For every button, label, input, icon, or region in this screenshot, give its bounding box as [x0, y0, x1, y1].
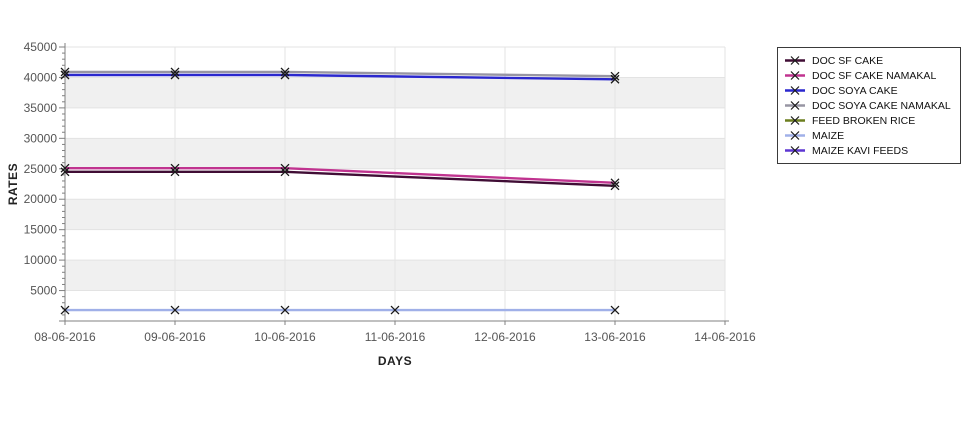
chart-legend: DOC SF CAKE DOC SF CAKE NAMAKAL DOC SOYA C…	[777, 47, 961, 164]
y-tick-label: 45000	[24, 40, 58, 54]
legend-line-marker-icon	[785, 56, 805, 65]
data-point-marker-doc-sf-cake-namakal	[170, 163, 180, 173]
legend-line-marker-icon	[785, 131, 805, 140]
x-tick-label: 12-06-2016	[474, 330, 536, 344]
legend-item-label: MAIZE	[812, 129, 845, 142]
legend-item-label: DOC SF CAKE	[812, 54, 884, 67]
legend-item-label: DOC SOYA CAKE NAMAKAL	[812, 99, 951, 112]
x-tick-label: 10-06-2016	[254, 330, 316, 344]
x-tick-label: 09-06-2016	[144, 330, 206, 344]
data-point-marker-doc-soya-cake	[170, 70, 180, 80]
legend-item-doc-sf-cake: DOC SF CAKE	[784, 53, 951, 68]
series-line-doc-soya-cake-namakal	[65, 70, 616, 78]
x-axis-title: DAYS	[377, 354, 413, 368]
data-point-marker-maize	[170, 305, 180, 315]
data-point-marker-doc-sf-cake	[60, 167, 70, 177]
data-point-marker-maize	[60, 305, 70, 315]
series-line-doc-soya-cake	[65, 73, 616, 81]
legend-item-label: DOC SOYA CAKE	[812, 84, 898, 97]
data-point-marker-doc-sf-cake	[610, 181, 620, 191]
legend-item-feed-broken-rice: FEED BROKEN RICE	[784, 113, 951, 128]
y-tick-label: 20000	[24, 192, 58, 206]
data-point-marker-doc-soya-cake-namakal	[280, 67, 290, 77]
legend-line-marker-icon	[785, 101, 805, 110]
legend-item-doc-soya-cake-namakal: DOC SOYA CAKE NAMAKAL	[784, 98, 951, 113]
legend-item-doc-sf-cake-namakal: DOC SF CAKE NAMAKAL	[784, 68, 951, 83]
series-line-doc-sf-cake	[65, 170, 616, 188]
legend-line-marker-icon	[785, 86, 805, 95]
data-point-marker-maize	[280, 305, 290, 315]
data-point-marker-doc-sf-cake-namakal	[60, 163, 70, 173]
legend-item-doc-soya-cake: DOC SOYA CAKE	[784, 83, 951, 98]
data-point-marker-maize	[610, 305, 620, 315]
data-point-marker-doc-soya-cake-namakal	[170, 67, 180, 77]
data-point-marker-doc-soya-cake-namakal	[60, 67, 70, 77]
y-tick-label: 10000	[24, 253, 58, 267]
x-tick-label: 13-06-2016	[584, 330, 646, 344]
legend-line-marker-icon	[785, 71, 805, 80]
data-point-marker-doc-sf-cake	[170, 167, 180, 177]
data-point-marker-doc-sf-cake-namakal	[280, 163, 290, 173]
data-point-marker-doc-soya-cake	[280, 70, 290, 80]
legend-item-label: DOC SF CAKE NAMAKAL	[812, 69, 937, 82]
legend-line-marker-icon	[785, 146, 805, 155]
data-point-marker-doc-sf-cake-namakal	[610, 178, 620, 188]
y-tick-label: 5000	[30, 284, 57, 298]
x-tick-label: 14-06-2016	[694, 330, 756, 344]
legend-line-marker-icon	[785, 116, 805, 125]
x-tick-label: 11-06-2016	[365, 330, 426, 344]
data-point-marker-maize	[390, 305, 400, 315]
legend-item-label: MAIZE KAVI FEEDS	[812, 144, 909, 157]
legend-item-label: FEED BROKEN RICE	[812, 114, 916, 127]
y-tick-label: 35000	[24, 101, 58, 115]
legend-item-maize-kavi-feeds: MAIZE KAVI FEEDS	[784, 143, 951, 158]
y-tick-label: 25000	[24, 162, 58, 176]
legend-item-maize: MAIZE	[784, 128, 951, 143]
y-tick-label: 30000	[24, 131, 58, 145]
data-point-marker-doc-sf-cake	[280, 167, 290, 177]
data-point-marker-doc-soya-cake	[610, 74, 620, 84]
x-tick-label: 08-06-2016	[34, 330, 96, 344]
y-tick-label: 40000	[24, 70, 58, 84]
series-line-doc-sf-cake-namakal	[65, 166, 616, 184]
y-tick-label: 15000	[24, 223, 58, 237]
data-point-marker-doc-soya-cake-namakal	[610, 71, 620, 81]
data-point-marker-doc-soya-cake	[60, 70, 70, 80]
